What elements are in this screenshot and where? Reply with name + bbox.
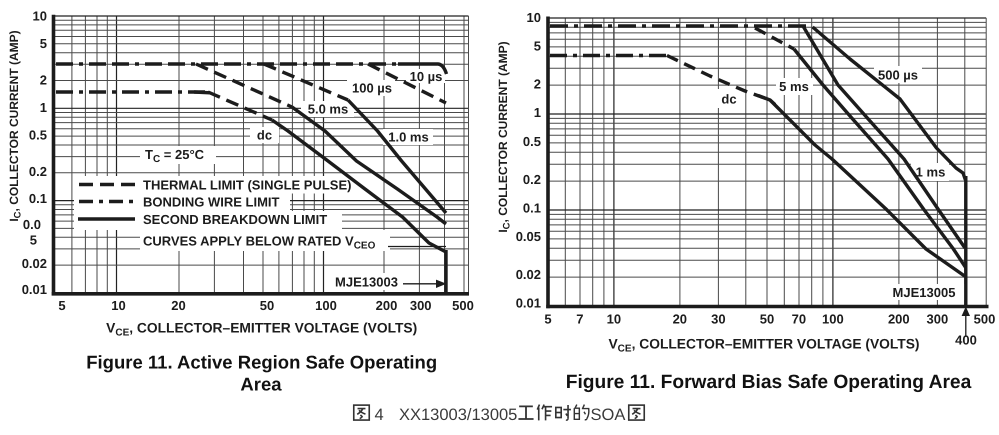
svg-text:500: 500 [452,298,474,313]
svg-text:300: 300 [410,298,432,313]
svg-text:20: 20 [673,312,687,327]
svg-text:5: 5 [58,298,65,313]
svg-text:200: 200 [376,298,398,313]
svg-text:IC, COLLECTOR CURRENT (AMP): IC, COLLECTOR CURRENT (AMP) [7,30,24,221]
svg-text:BONDING WIRE LIMIT: BONDING WIRE LIMIT [143,195,280,210]
svg-text:200: 200 [888,312,910,327]
svg-text:5: 5 [544,312,551,327]
svg-text:0.5: 0.5 [523,134,541,149]
svg-text:dc: dc [721,92,736,107]
svg-text:SECOND BREAKDOWN LIMIT: SECOND BREAKDOWN LIMIT [143,212,327,227]
svg-text:10: 10 [607,312,621,327]
svg-text:VCE, COLLECTOR–EMITTER VOLTAGE: VCE, COLLECTOR–EMITTER VOLTAGE (VOLTS) [608,337,919,355]
svg-text:0.05: 0.05 [516,229,541,244]
svg-text:1: 1 [40,100,47,115]
svg-text:SOA: SOA [591,406,626,424]
svg-text:2: 2 [40,73,47,88]
svg-text:Figure 11. Active Region Safe: Figure 11. Active Region Safe Operating [86,352,437,373]
svg-text:30: 30 [711,312,725,327]
svg-text:0.02: 0.02 [516,267,541,282]
svg-text:100: 100 [822,312,844,327]
svg-text:1.0 ms: 1.0 ms [388,130,428,145]
svg-text:100: 100 [315,298,337,313]
svg-text:MJE13005: MJE13005 [893,285,956,300]
svg-text:Figure 11. Forward Bias Safe O: Figure 11. Forward Bias Safe Operating A… [566,372,972,393]
svg-text:0.0: 0.0 [23,217,41,232]
svg-text:10: 10 [111,298,125,313]
svg-text:500 µs: 500 µs [878,68,918,83]
svg-text:100 µs: 100 µs [352,81,392,96]
svg-text:0.1: 0.1 [523,201,541,216]
svg-text:5: 5 [40,36,47,51]
svg-text:50: 50 [760,312,774,327]
svg-text:10 µs: 10 µs [410,69,443,84]
svg-text:1: 1 [534,105,541,120]
svg-text:10: 10 [33,9,47,24]
svg-text:CURVES APPLY BELOW RATED VCEO: CURVES APPLY BELOW RATED VCEO [143,234,376,252]
svg-text:300: 300 [927,312,949,327]
svg-text:400: 400 [955,333,977,348]
svg-text:0.2: 0.2 [29,164,47,179]
svg-text:5.0 ms: 5.0 ms [308,102,348,117]
svg-text:1 ms: 1 ms [916,165,946,180]
svg-text:MJE13003: MJE13003 [335,275,398,290]
svg-text:0.01: 0.01 [22,282,47,297]
svg-text:TC = 25°C: TC = 25°C [145,147,205,165]
svg-text:dc: dc [257,128,272,143]
svg-text:2: 2 [534,77,541,92]
svg-text:70: 70 [792,312,806,327]
svg-text:0.2: 0.2 [523,172,541,187]
svg-text:VCE, COLLECTOR–EMITTER VOLTAGE: VCE, COLLECTOR–EMITTER VOLTAGE (VOLTS) [106,321,417,339]
svg-text:0.5: 0.5 [29,128,47,143]
svg-text:0.01: 0.01 [516,296,541,311]
svg-text:50: 50 [260,298,274,313]
svg-text:5: 5 [30,233,37,248]
svg-text:7: 7 [576,312,583,327]
svg-text:4: 4 [375,406,384,424]
svg-text:20: 20 [171,298,185,313]
svg-text:10: 10 [527,10,541,25]
svg-text:500: 500 [974,312,996,327]
svg-text:Area: Area [240,374,282,395]
svg-text:0.1: 0.1 [29,191,47,206]
svg-text:0.02: 0.02 [22,256,47,271]
svg-text:XX13003/13005: XX13003/13005 [399,406,517,424]
svg-text:5: 5 [534,39,541,54]
svg-text:THERMAL LIMIT (SINGLE PULSE): THERMAL LIMIT (SINGLE PULSE) [143,178,351,193]
svg-text:IC, COLLECTOR CURRENT (AMP): IC, COLLECTOR CURRENT (AMP) [496,41,513,232]
svg-text:5 ms: 5 ms [779,79,809,94]
